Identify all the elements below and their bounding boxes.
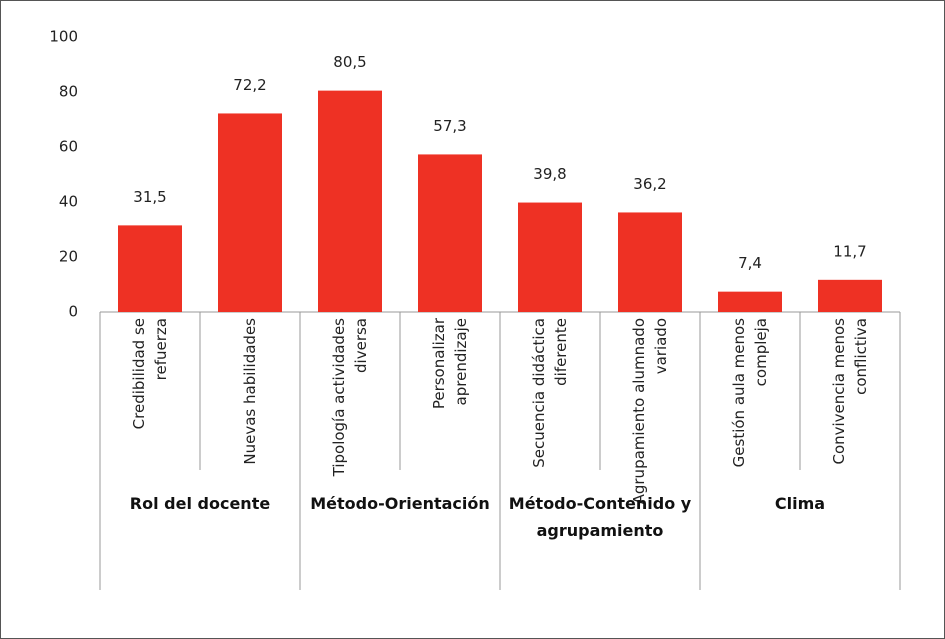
bar bbox=[218, 113, 282, 312]
value-label: 80,5 bbox=[333, 53, 366, 71]
value-label: 31,5 bbox=[133, 188, 166, 206]
value-label: 57,3 bbox=[433, 117, 466, 135]
group-label: Clima bbox=[774, 494, 826, 513]
bar bbox=[418, 154, 482, 312]
bar bbox=[518, 202, 582, 312]
value-label: 39,8 bbox=[533, 165, 566, 183]
value-label: 36,2 bbox=[633, 175, 666, 193]
group-label: Método-Contenido y agrupamiento bbox=[508, 494, 692, 540]
x-tick-label: Convivencia menos conflictiva bbox=[830, 318, 870, 465]
x-tick-label: Nuevas habilidades bbox=[241, 318, 259, 465]
y-tick-label: 20 bbox=[59, 248, 78, 266]
y-tick-label: 40 bbox=[59, 193, 78, 211]
bar bbox=[818, 279, 882, 312]
group-label: Rol del docente bbox=[129, 494, 271, 513]
bar bbox=[318, 90, 382, 312]
y-tick-label: 0 bbox=[68, 303, 78, 321]
value-label: 11,7 bbox=[833, 242, 866, 260]
x-tick-label: Tipología actividades diversa bbox=[330, 318, 370, 477]
y-tick-label: 60 bbox=[59, 138, 78, 156]
bar bbox=[718, 291, 782, 312]
value-label: 72,2 bbox=[233, 76, 266, 94]
x-tick-label: Credibilidad se refuerza bbox=[130, 318, 170, 430]
bar bbox=[118, 225, 182, 312]
value-label: 7,4 bbox=[738, 254, 762, 272]
x-tick-label: Personalizar aprendizaje bbox=[430, 318, 470, 410]
x-tick-label: Gestión aula menos compleja bbox=[730, 318, 770, 468]
bar bbox=[618, 212, 682, 312]
y-tick-label: 80 bbox=[59, 83, 78, 101]
y-tick-label: 100 bbox=[49, 28, 78, 46]
group-label: Método-Orientación bbox=[310, 494, 490, 513]
